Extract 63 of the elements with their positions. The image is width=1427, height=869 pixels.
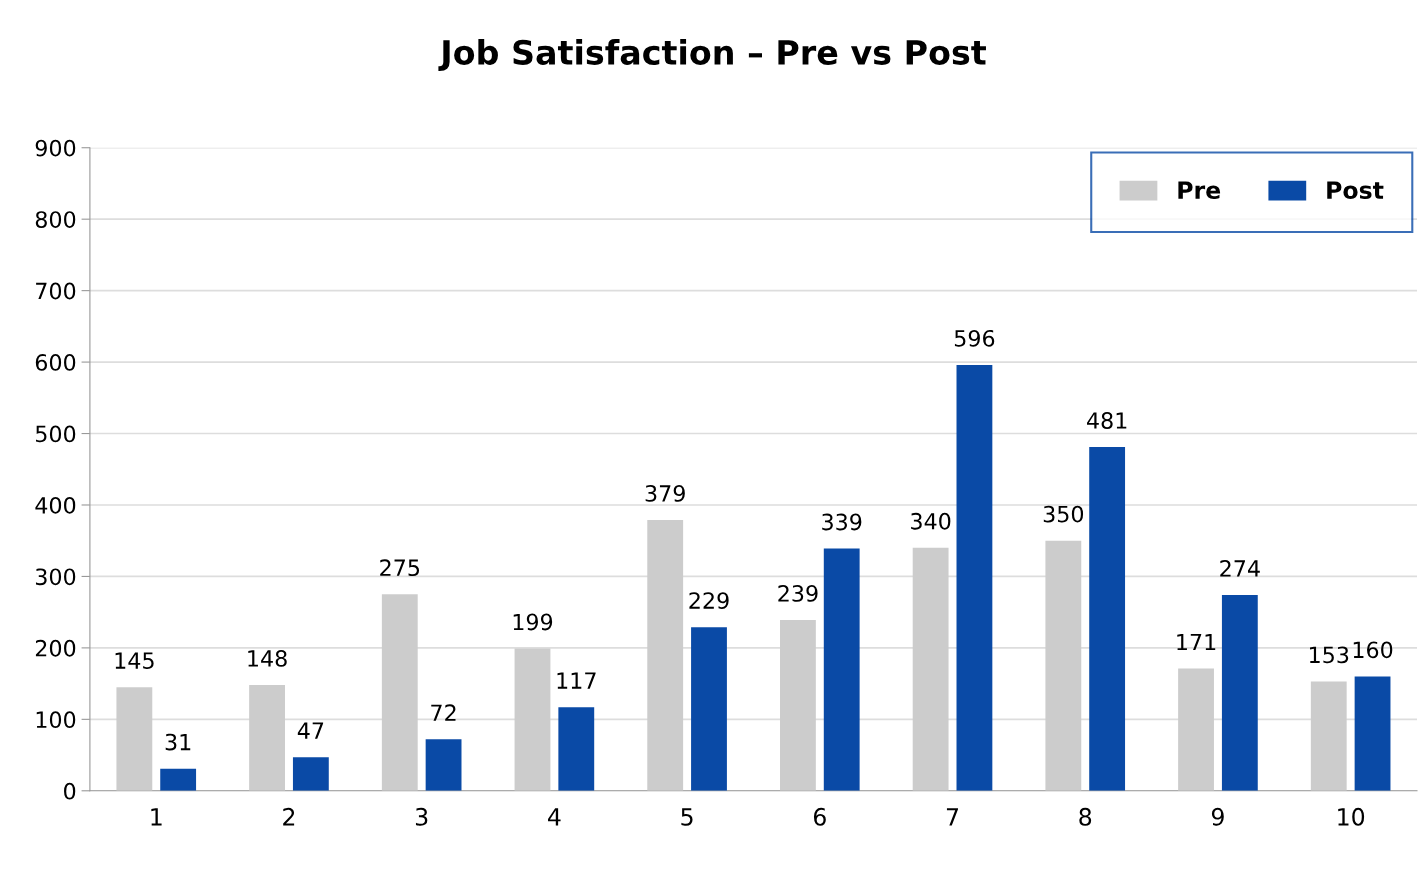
x-tick-label: 4 xyxy=(548,808,561,826)
bar xyxy=(514,648,551,791)
data-label: 350 xyxy=(1043,505,1084,523)
y-tick-label: 400 xyxy=(35,496,76,514)
x-tick-label: 9 xyxy=(1211,807,1224,826)
bar xyxy=(1089,447,1126,791)
bar xyxy=(116,687,153,791)
data-label: 31 xyxy=(165,733,191,751)
y-tick-label: 600 xyxy=(35,354,76,371)
bar xyxy=(381,594,418,791)
data-label: 229 xyxy=(689,592,729,609)
bar xyxy=(425,739,462,791)
x-tick-label: 1 xyxy=(151,808,162,826)
y-tick-label: 100 xyxy=(36,711,76,729)
bar xyxy=(558,707,595,791)
bar xyxy=(691,627,727,791)
data-label: 72 xyxy=(431,704,456,721)
data-label: 340 xyxy=(911,512,951,530)
bar xyxy=(1310,681,1347,791)
y-tick-label: 300 xyxy=(35,568,76,586)
data-label: 153 xyxy=(1309,646,1349,664)
y-tick-label: 500 xyxy=(36,425,76,443)
data-label: 148 xyxy=(248,650,287,667)
data-label: 145 xyxy=(115,652,154,669)
chart-title: Job Satisfaction – Pre vs Post xyxy=(438,39,986,72)
x-tick-label: 3 xyxy=(415,807,428,826)
x-tick-label: 5 xyxy=(681,808,693,826)
y-tick-label: 200 xyxy=(35,639,76,657)
data-label: 160 xyxy=(1353,641,1393,659)
bar xyxy=(956,364,993,791)
y-tick-label: 0 xyxy=(64,782,76,800)
data-label: 47 xyxy=(297,722,324,739)
bar xyxy=(249,685,285,791)
x-tick-label: 6 xyxy=(813,807,826,826)
bar xyxy=(912,547,949,791)
x-tick-label: 2 xyxy=(283,807,295,826)
bar xyxy=(1045,540,1082,791)
x-tick-label: 8 xyxy=(1079,807,1092,826)
y-tick-label: 800 xyxy=(35,211,76,228)
x-tick-label: 7 xyxy=(946,808,959,826)
data-label: 199 xyxy=(513,613,553,631)
data-label: 117 xyxy=(557,672,596,689)
bar xyxy=(780,620,816,791)
y-tick-label: 900 xyxy=(35,139,76,157)
bar xyxy=(292,757,329,791)
legend-label: Pre xyxy=(1178,181,1221,200)
data-label: 339 xyxy=(822,513,862,531)
bar xyxy=(1221,595,1258,791)
data-label: 171 xyxy=(1177,633,1216,651)
data-label: 275 xyxy=(380,559,420,577)
y-tick-label: 700 xyxy=(36,282,76,300)
data-label: 379 xyxy=(645,484,685,502)
data-label: 596 xyxy=(954,329,995,347)
bar xyxy=(823,548,860,791)
data-label: 274 xyxy=(1220,560,1260,577)
x-tick-label: 10 xyxy=(1338,807,1365,826)
legend-label: Post xyxy=(1327,181,1384,200)
bar xyxy=(647,519,684,791)
bar xyxy=(160,768,197,791)
data-label: 481 xyxy=(1087,412,1127,429)
bar xyxy=(1354,676,1391,791)
bar xyxy=(1178,668,1214,791)
data-label: 239 xyxy=(778,585,818,602)
